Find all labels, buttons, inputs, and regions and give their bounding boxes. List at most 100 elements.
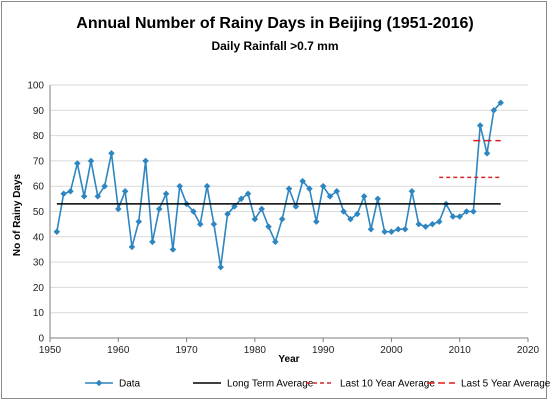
data-point — [408, 187, 416, 195]
chart-title: Annual Number of Rainy Days in Beijing (… — [76, 15, 473, 32]
data-point — [94, 192, 102, 200]
x-tick-label: 1980 — [244, 345, 267, 356]
data-point — [60, 190, 68, 198]
data-point — [278, 215, 286, 223]
data-point — [470, 208, 477, 215]
legend-marker — [95, 379, 103, 387]
data-point — [347, 215, 354, 223]
y-tick-label: 10 — [33, 308, 45, 319]
data-point — [162, 190, 170, 198]
y-tick-label: 40 — [33, 232, 45, 243]
data-point — [114, 205, 122, 213]
x-tick-label: 2000 — [380, 345, 403, 356]
x-tick-label: 1970 — [175, 345, 198, 356]
data-point — [374, 195, 382, 203]
x-tick-label: 1990 — [312, 345, 335, 356]
data-point — [415, 220, 423, 228]
axes — [49, 85, 529, 342]
data-point — [319, 182, 327, 190]
data-point — [196, 220, 204, 228]
y-tick-label: 50 — [33, 207, 45, 218]
data-point — [108, 149, 115, 157]
y-axis-label: No of Rainy Days — [12, 173, 23, 256]
chart-subtitle: Daily Rainfall >0.7 mm — [211, 39, 338, 53]
y-tick-label: 70 — [33, 156, 45, 167]
data-point — [231, 203, 238, 210]
y-tick-label: 20 — [33, 283, 45, 294]
y-tick-label: 30 — [33, 258, 45, 269]
data-point — [292, 203, 300, 210]
tick-labels: 0 10 20 30 40 50 60 70 80 90 100 1950 1960 1970 1980 19… — [27, 81, 539, 357]
data-point — [333, 187, 341, 195]
data-point — [285, 185, 293, 193]
x-tick-label: 2020 — [517, 345, 540, 356]
data-point — [217, 263, 225, 271]
y-tick-label: 0 — [38, 334, 44, 345]
data-point — [155, 205, 163, 213]
legend-label: Last 10 Year Average — [340, 379, 435, 390]
data-point — [422, 223, 429, 231]
legend-label: Data — [119, 379, 141, 390]
data-point — [210, 220, 218, 228]
y-tick-label: 100 — [27, 81, 44, 92]
data-point — [53, 228, 61, 236]
data-point — [463, 208, 470, 215]
data-point — [312, 218, 320, 225]
x-tick-label: 1950 — [39, 345, 62, 356]
plot-area — [53, 99, 505, 271]
data-point — [237, 195, 245, 203]
data-point — [258, 205, 266, 213]
data-point — [224, 210, 231, 218]
data-point — [394, 225, 402, 233]
data-point — [497, 99, 505, 107]
y-tick-label: 60 — [33, 182, 45, 193]
data-point — [176, 182, 184, 190]
data-point — [483, 149, 491, 157]
data-point — [80, 192, 88, 200]
data-point — [449, 213, 457, 220]
data-point — [149, 238, 156, 246]
data-point — [142, 157, 149, 165]
data-point — [203, 182, 211, 190]
data-point — [190, 208, 197, 215]
data-point — [476, 122, 484, 129]
data-point — [73, 160, 81, 167]
data-point — [360, 192, 368, 200]
data-point — [87, 157, 95, 165]
x-tick-label: 1960 — [107, 345, 130, 356]
data-point — [135, 218, 143, 225]
data-point — [456, 213, 464, 220]
data-point — [388, 228, 395, 236]
data-point — [244, 190, 252, 198]
x-tick-label: 2010 — [449, 345, 472, 356]
legend: Data Long Term Average Last 10 Year Averag… — [85, 379, 550, 390]
data-point — [353, 210, 361, 218]
data-point — [169, 246, 177, 253]
data-point — [101, 182, 108, 190]
data-point — [340, 208, 347, 215]
data-point — [67, 187, 74, 195]
data-point — [306, 185, 313, 193]
legend-label: Last 5 Year Average — [461, 379, 550, 390]
data-point — [381, 228, 388, 236]
data-point — [401, 225, 409, 233]
data-point — [265, 223, 272, 231]
data-point — [128, 243, 136, 251]
y-tick-label: 90 — [33, 106, 45, 117]
data-point — [121, 187, 129, 195]
data-point — [429, 220, 436, 228]
y-tick-label: 80 — [33, 131, 45, 142]
data-point — [490, 106, 498, 114]
legend-label: Long Term Average — [227, 379, 314, 390]
data-point — [271, 238, 279, 246]
series-line-data — [56, 102, 502, 268]
data-point — [367, 225, 375, 233]
data-point — [326, 192, 334, 200]
data-point — [435, 218, 443, 225]
gridlines — [50, 84, 528, 314]
x-axis-label: Year — [278, 354, 299, 365]
data-point — [299, 177, 307, 185]
data-point — [251, 215, 259, 223]
